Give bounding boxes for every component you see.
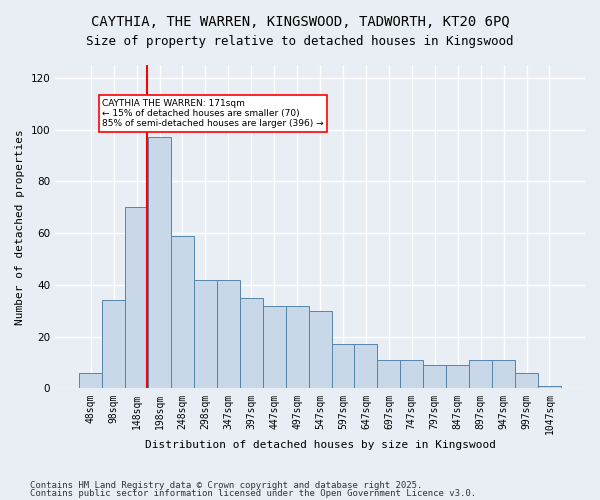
Bar: [217, 280, 240, 388]
Y-axis label: Number of detached properties: Number of detached properties: [15, 129, 25, 324]
Bar: [423, 365, 446, 388]
Bar: [469, 360, 492, 388]
Bar: [79, 373, 102, 388]
Text: Size of property relative to detached houses in Kingswood: Size of property relative to detached ho…: [86, 35, 514, 48]
Bar: [400, 360, 423, 388]
Bar: [355, 344, 377, 389]
Bar: [148, 138, 171, 388]
Bar: [308, 311, 332, 388]
Bar: [240, 298, 263, 388]
Bar: [263, 306, 286, 388]
Text: Contains HM Land Registry data © Crown copyright and database right 2025.: Contains HM Land Registry data © Crown c…: [30, 481, 422, 490]
Bar: [538, 386, 561, 388]
Bar: [171, 236, 194, 388]
Bar: [286, 306, 308, 388]
Bar: [515, 373, 538, 388]
Bar: [377, 360, 400, 388]
Bar: [446, 365, 469, 388]
Bar: [102, 300, 125, 388]
Bar: [194, 280, 217, 388]
Text: CAYTHIA THE WARREN: 171sqm
← 15% of detached houses are smaller (70)
85% of semi: CAYTHIA THE WARREN: 171sqm ← 15% of deta…: [102, 98, 324, 128]
Bar: [492, 360, 515, 388]
X-axis label: Distribution of detached houses by size in Kingswood: Distribution of detached houses by size …: [145, 440, 496, 450]
Bar: [125, 208, 148, 388]
Text: Contains public sector information licensed under the Open Government Licence v3: Contains public sector information licen…: [30, 488, 476, 498]
Bar: [332, 344, 355, 389]
Text: CAYTHIA, THE WARREN, KINGSWOOD, TADWORTH, KT20 6PQ: CAYTHIA, THE WARREN, KINGSWOOD, TADWORTH…: [91, 15, 509, 29]
